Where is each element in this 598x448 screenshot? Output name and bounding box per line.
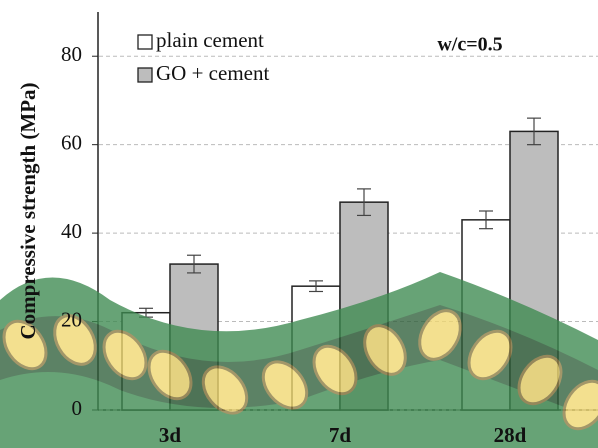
- legend-label: plain cement: [156, 28, 264, 52]
- y-tick-label: 60: [61, 130, 82, 154]
- chart: Compressive strength (MPa) w/c=0.5 0 20 40…: [0, 0, 598, 448]
- x-tick-label: 3d: [159, 423, 182, 447]
- y-tick-label: 40: [61, 219, 82, 243]
- legend-label: GO + cement: [156, 61, 269, 85]
- legend-swatch: [138, 35, 152, 49]
- y-tick-label: 0: [72, 396, 83, 420]
- x-tick-label: 28d: [494, 423, 527, 447]
- x-tick-label: 7d: [329, 423, 352, 447]
- y-axis-label: Compressive strength (MPa): [16, 82, 40, 339]
- y-tick-label: 80: [61, 42, 82, 66]
- annotation: w/c=0.5: [437, 34, 502, 56]
- y-tick-label: 20: [61, 307, 82, 331]
- legend-swatch: [138, 68, 152, 82]
